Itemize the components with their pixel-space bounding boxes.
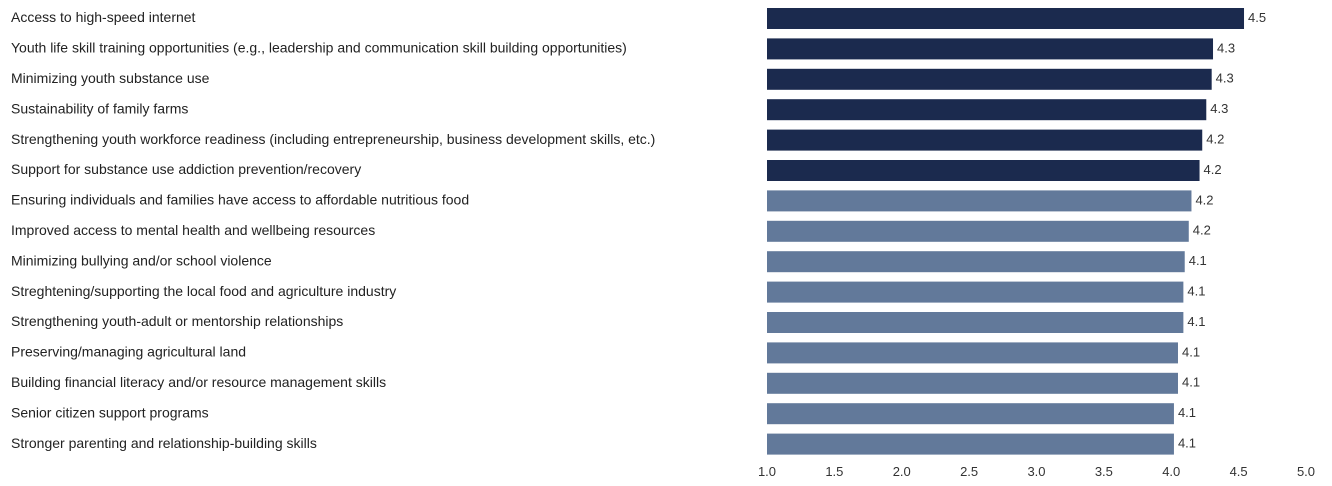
value-label: 4.3 (1216, 71, 1234, 86)
value-label: 4.5 (1248, 10, 1266, 25)
bar (767, 190, 1192, 212)
category-label: Minimizing youth substance use (11, 70, 210, 86)
bar (767, 220, 1189, 242)
value-label: 4.1 (1189, 253, 1207, 268)
value-label: 4.2 (1193, 223, 1211, 238)
x-tick-label: 1.5 (825, 464, 843, 479)
x-tick-label: 3.0 (1027, 464, 1045, 479)
category-label: Stronger parenting and relationship-buil… (11, 435, 317, 451)
bar (767, 403, 1174, 425)
x-tick-label: 1.0 (758, 464, 776, 479)
x-axis-ticks: 1.0 1.5 2.0 2.5 3.0 3.5 4.0 4.5 5.0 (758, 464, 1315, 479)
category-label: Building financial literacy and/or resou… (11, 374, 386, 390)
x-tick-label: 5.0 (1297, 464, 1315, 479)
category-label: Support for substance use addiction prev… (11, 161, 361, 177)
category-label: Streghtening/supporting the local food a… (11, 283, 396, 299)
bar (767, 129, 1203, 151)
category-label: Youth life skill training opportunities … (11, 40, 627, 56)
x-tick-label: 4.0 (1162, 464, 1180, 479)
category-label: Strengthening youth-adult or mentorship … (11, 313, 343, 329)
category-label: Ensuring individuals and families have a… (11, 192, 469, 208)
bar (767, 372, 1178, 394)
value-labels: 4.5 4.3 4.3 4.3 4.2 4.2 4.2 4.2 4.1 4.1 4.1 4.1 4.1 4… (1178, 10, 1266, 451)
x-tick-label: 3.5 (1095, 464, 1113, 479)
category-label: Preserving/managing agricultural land (11, 344, 246, 360)
category-label: Minimizing bullying and/or school violen… (11, 252, 272, 268)
bar (767, 68, 1212, 90)
bar (767, 342, 1178, 364)
category-label: Access to high-speed internet (11, 9, 196, 25)
value-label: 4.1 (1187, 284, 1205, 299)
bar (767, 281, 1184, 303)
bar (767, 312, 1184, 333)
category-label: Senior citizen support programs (11, 404, 209, 420)
bar (767, 433, 1174, 455)
bar (767, 99, 1207, 121)
value-label: 4.3 (1217, 40, 1235, 55)
value-label: 4.3 (1210, 101, 1228, 116)
category-label: Sustainability of family farms (11, 100, 188, 116)
x-tick-label: 4.5 (1230, 464, 1248, 479)
value-label: 4.1 (1182, 344, 1200, 359)
bar (767, 160, 1200, 181)
x-tick-label: 2.0 (893, 464, 911, 479)
bar (767, 38, 1214, 60)
value-label: 4.2 (1195, 192, 1213, 207)
bars (767, 8, 1245, 455)
bar (767, 251, 1185, 273)
category-label: Strengthening youth workforce readiness … (11, 131, 655, 147)
value-label: 4.1 (1178, 405, 1196, 420)
value-label: 4.2 (1206, 132, 1224, 147)
value-label: 4.1 (1187, 314, 1205, 329)
category-label: Improved access to mental health and wel… (11, 222, 375, 238)
value-label: 4.1 (1182, 375, 1200, 390)
value-label: 4.1 (1178, 436, 1196, 451)
x-tick-label: 2.5 (960, 464, 978, 479)
bar (767, 8, 1245, 29)
category-labels: Access to high-speed internet Youth life … (11, 9, 655, 451)
value-label: 4.2 (1204, 162, 1222, 177)
